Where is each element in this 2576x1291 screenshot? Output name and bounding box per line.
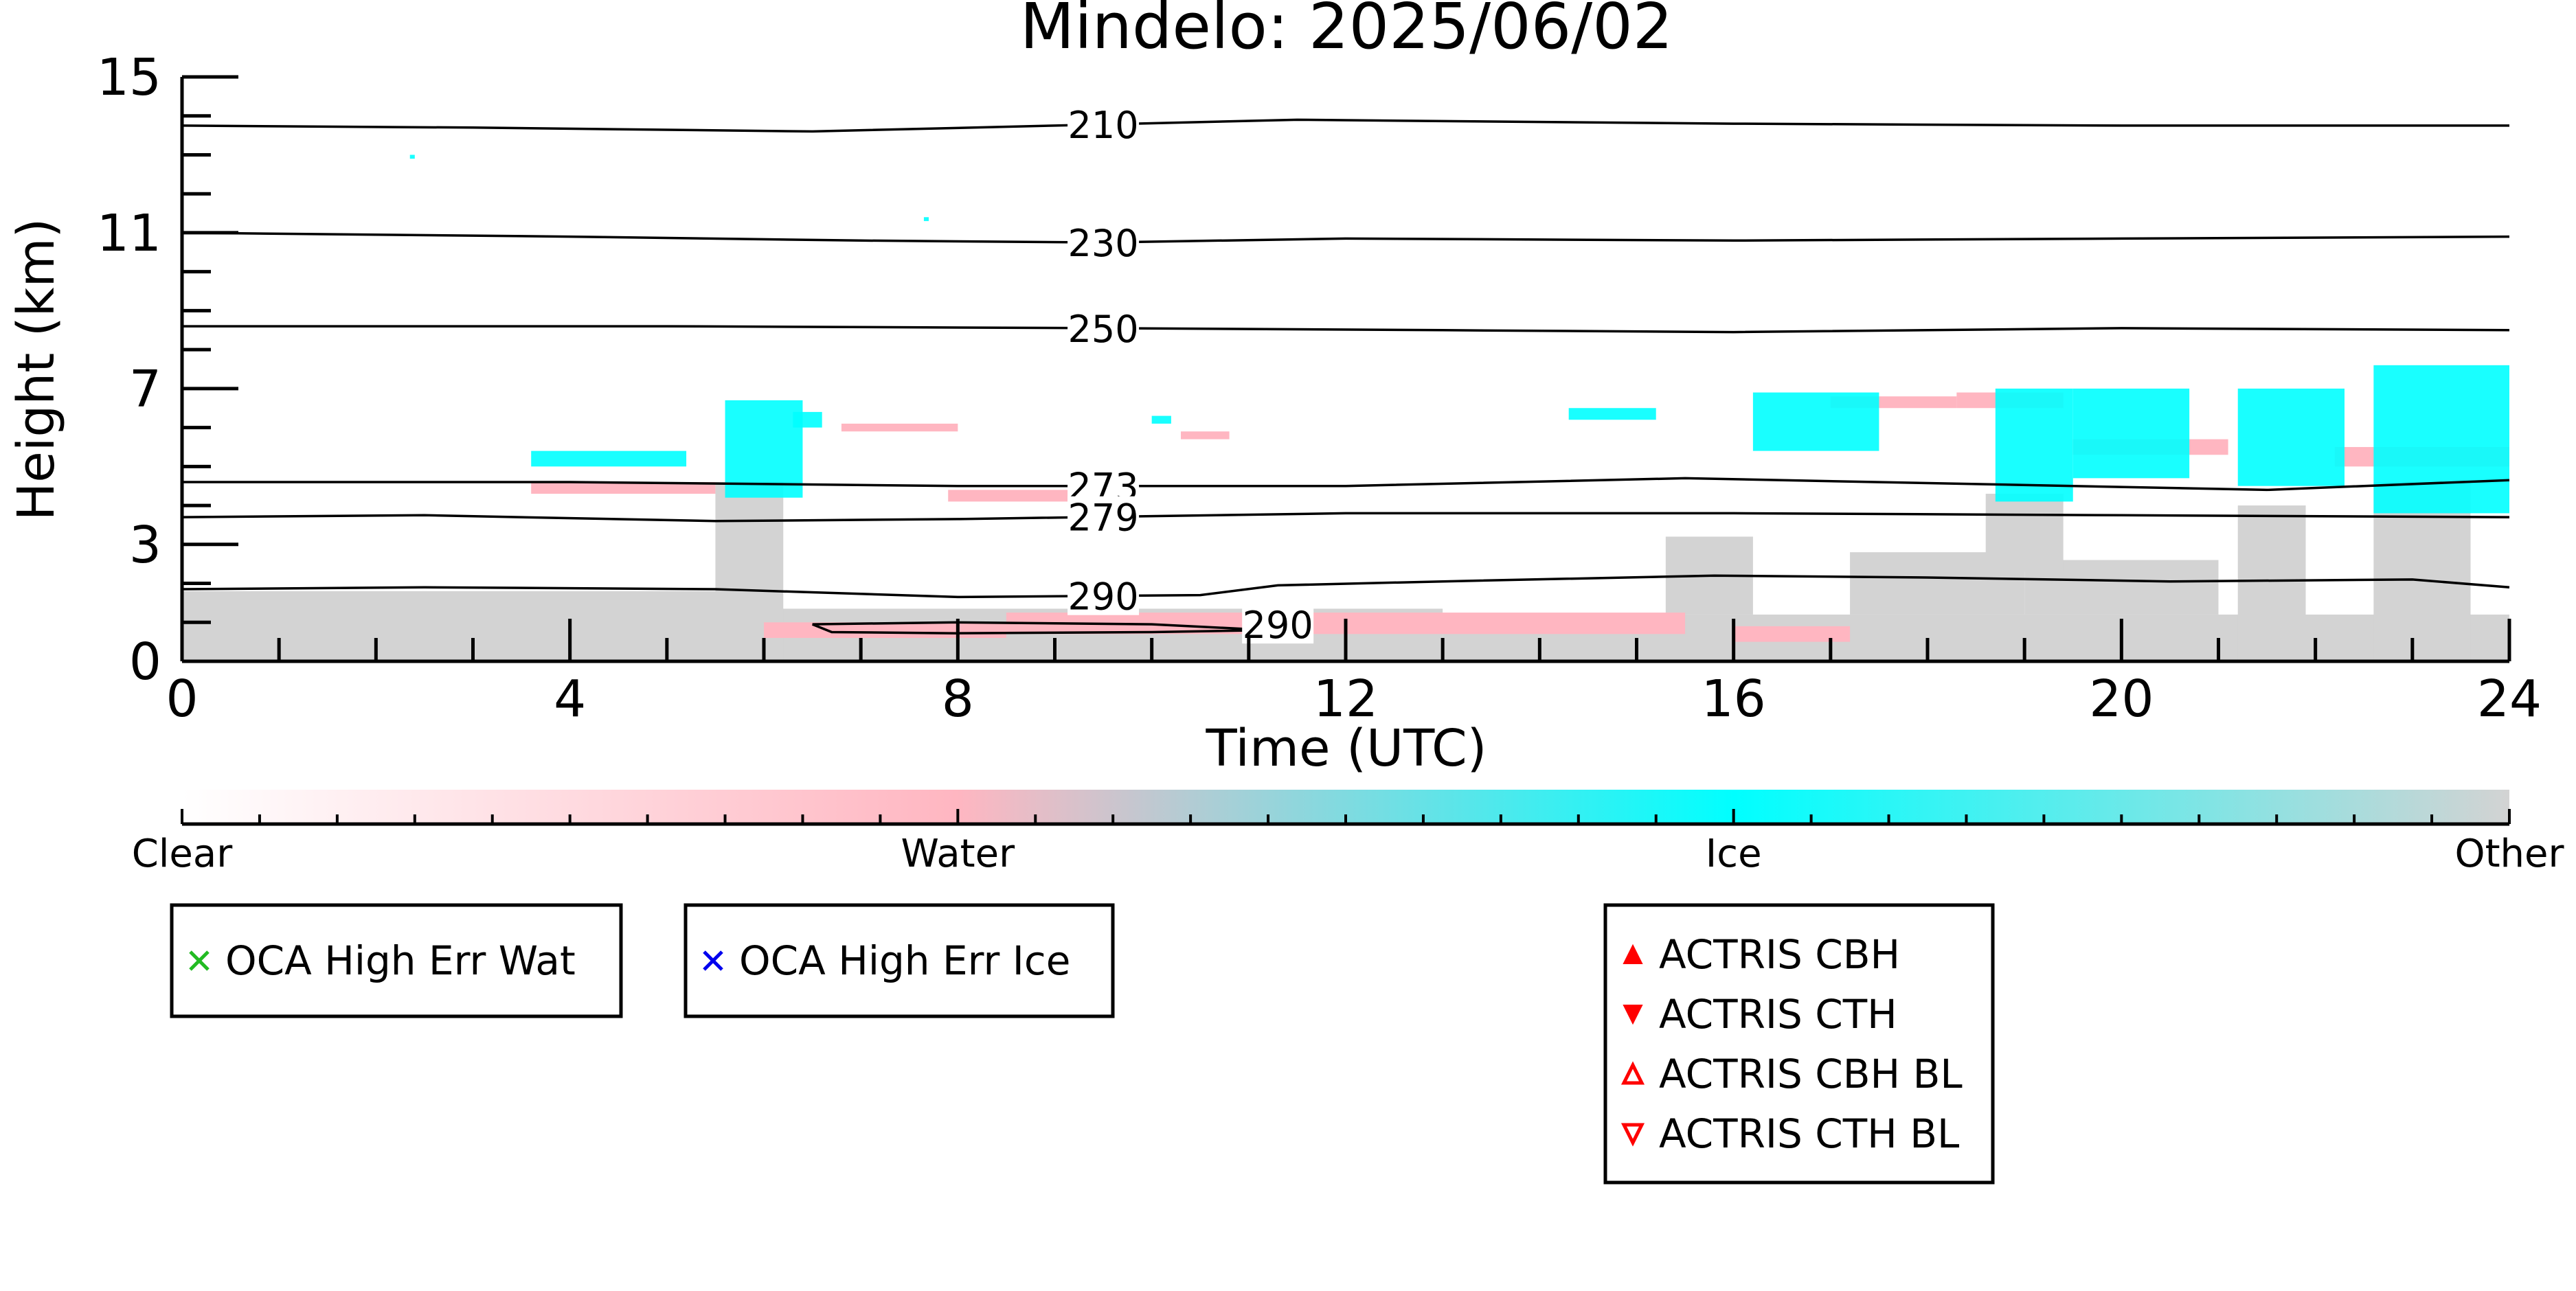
y-tick-label-0: 0 <box>129 632 161 692</box>
x-tick-label-20: 20 <box>2089 670 2154 729</box>
legend-marker-oca-high-err-ice-icon <box>703 950 723 971</box>
region-ice-22 <box>725 400 803 498</box>
x-tick-label-8: 8 <box>942 670 974 729</box>
x-tick-label-0: 0 <box>166 670 198 729</box>
region-water-14 <box>841 423 958 432</box>
x-tick-label-16: 16 <box>1702 670 1766 729</box>
contour-label-bg-2 <box>1067 307 1140 347</box>
legend-marker-actris-cbh-bl-icon <box>1620 1061 1645 1085</box>
contour-label-230: 230 <box>1068 222 1139 265</box>
contour-line-290-6 <box>811 621 1269 635</box>
legend-label-actris-cth: ACTRIS CTH <box>1659 991 1897 1038</box>
x-tick-label-24: 24 <box>2477 670 2542 729</box>
region-ice-28 <box>1995 388 2073 502</box>
region-ice-26 <box>1568 408 1656 420</box>
legend-box-2 <box>1603 903 1995 1185</box>
y-tick-label-11: 11 <box>97 204 161 263</box>
legend-marker-actris-cth-bl-icon <box>1620 1123 1645 1147</box>
legend-marker-actris-cbh-icon <box>1623 944 1643 964</box>
colorbar: Clear Water Ice Other <box>132 790 2564 876</box>
contour-line-250-2 <box>182 325 2510 334</box>
region-ice-31 <box>2373 365 2509 514</box>
colorbar-label-ice: Ice <box>1706 832 1762 876</box>
legend-0: OCA High Err Wat <box>170 903 623 1018</box>
legend-label-oca-high-err-ice: OCA High Err Ice <box>739 937 1070 984</box>
contour-label-bg-4 <box>1067 496 1140 536</box>
legend-1: OCA High Err Ice <box>683 903 1115 1018</box>
region-ice-21 <box>531 450 687 467</box>
legend-label-actris-cbh-bl: ACTRIS CBH BL <box>1659 1051 1963 1097</box>
x-axis-label: Time (UTC) <box>1205 719 1487 778</box>
contour-line-210-0 <box>181 118 2509 133</box>
region-other-9 <box>1985 494 2064 572</box>
y-axis-label: Height (km) <box>7 218 66 521</box>
contour-label-bg-1 <box>1067 222 1140 262</box>
legend-label-actris-cth-bl: ACTRIS CTH BL <box>1659 1110 1959 1157</box>
contour-label-290: 290 <box>1068 575 1139 619</box>
region-ice-23 <box>793 411 822 428</box>
colorbar-label-other: Other <box>2454 832 2564 876</box>
contour-label-210: 210 <box>1068 104 1139 147</box>
contour-line-290-5 <box>181 574 2510 599</box>
region-water-16 <box>1181 431 1230 439</box>
region-ice-29 <box>2072 388 2190 479</box>
region-water-13 <box>531 482 716 494</box>
legend-marker-actris-cth-icon <box>1623 1005 1643 1025</box>
y-tick-label-7: 7 <box>129 360 161 419</box>
axes: 0 4 8 12 16 20 24 0 3 7 11 15 <box>97 48 2542 729</box>
contour-line-273-3 <box>182 477 2510 492</box>
contour-line-230-1 <box>181 231 2510 244</box>
contour-label-bg-0 <box>1067 104 1140 144</box>
legend-box-0 <box>170 903 623 1018</box>
region-water-15 <box>948 490 1084 502</box>
contour-label-279: 279 <box>1068 496 1139 540</box>
region-ice-30 <box>2237 388 2345 486</box>
region-water-10 <box>764 622 1006 638</box>
contour-line-279-4 <box>181 512 2510 523</box>
legend-2: ACTRIS CBH ACTRIS CTH ACTRIS CBH BL ACTRIS … <box>1603 903 1995 1185</box>
region-ice-33 <box>923 217 929 221</box>
region-other-7 <box>2237 505 2306 661</box>
y-tick-label-3: 3 <box>129 516 161 575</box>
contour-label-250: 250 <box>1068 308 1139 351</box>
contour-label-bg-6 <box>1242 604 1314 644</box>
region-ice-27 <box>1752 392 1879 451</box>
contour-label-bg-5 <box>1067 575 1140 615</box>
x-tick-label-4: 4 <box>554 670 586 729</box>
plot-regions <box>182 155 2509 661</box>
legends: OCA High Err Wat OCA High Err Ice ACTRIS C… <box>170 903 1995 1185</box>
legend-marker-oca-high-err-wat-icon <box>189 950 210 971</box>
y-tick-label-15: 15 <box>97 48 161 107</box>
legend-label-actris-cbh: ACTRIS CBH <box>1659 931 1900 978</box>
legend-label-oca-high-err-wat: OCA High Err Wat <box>225 937 576 984</box>
region-water-12 <box>1733 626 1851 642</box>
region-ice-25 <box>1151 415 1171 424</box>
legend-box-1 <box>683 903 1115 1018</box>
chart-title: Mindelo: 2025/06/02 <box>1020 0 1673 63</box>
colorbar-label-clear: Clear <box>132 832 233 876</box>
colorbar-label-water: Water <box>901 832 1016 876</box>
region-ice-32 <box>409 155 415 159</box>
x-tick-label-12: 12 <box>1313 670 1378 729</box>
contour-label-290: 290 <box>1243 604 1313 647</box>
